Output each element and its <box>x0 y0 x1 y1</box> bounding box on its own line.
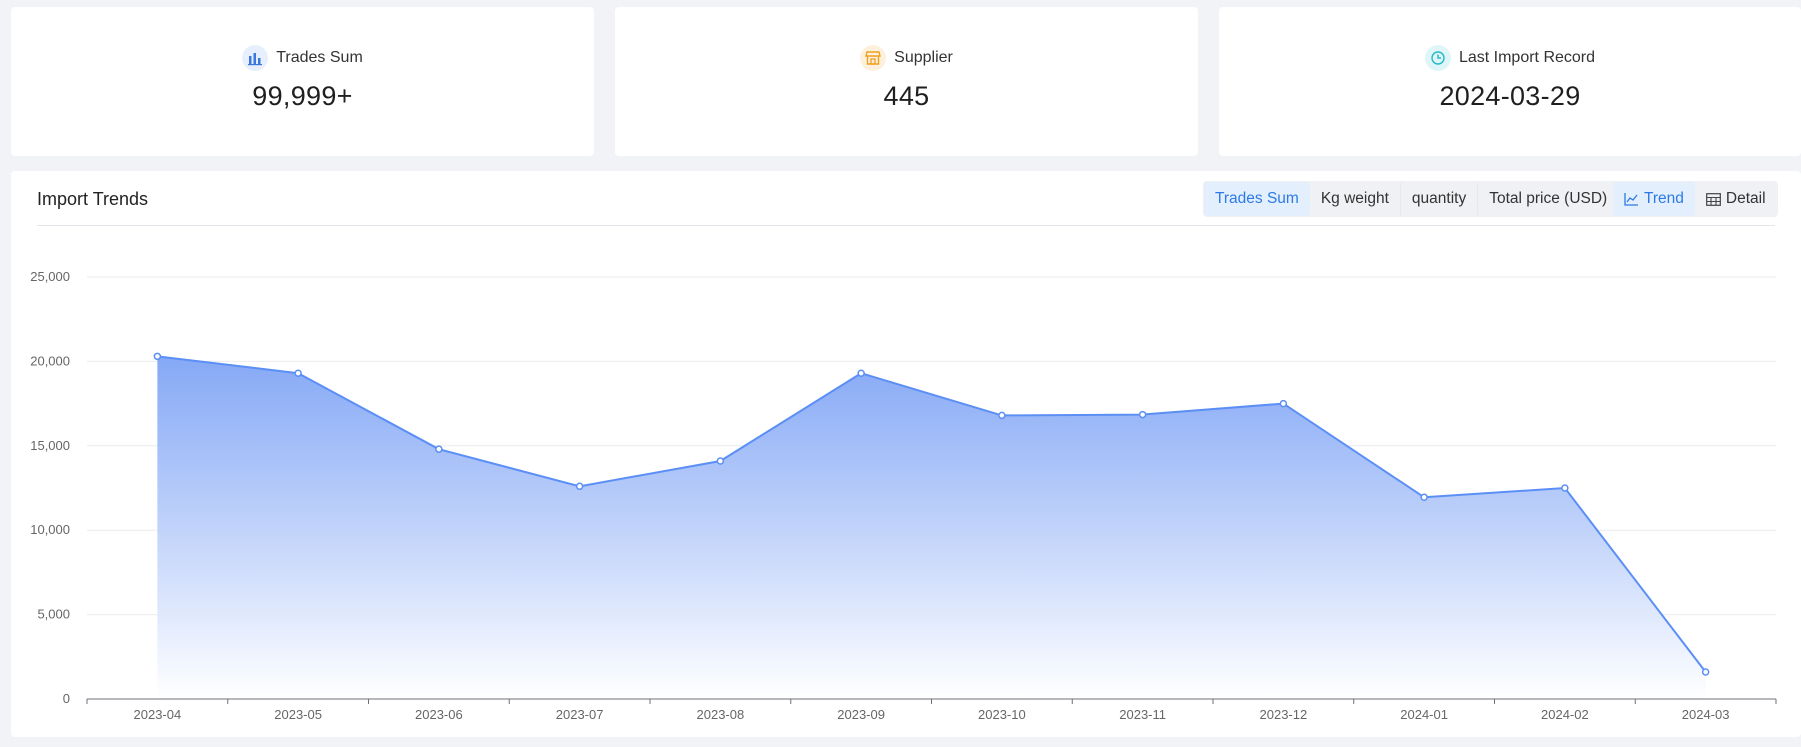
last-import-card: Last Import Record 2024-03-29 <box>1219 7 1801 156</box>
x-tick-label: 2023-11 <box>1119 707 1166 722</box>
data-point <box>435 445 443 453</box>
y-tick-label: 25,000 <box>30 269 70 284</box>
data-point <box>294 369 302 377</box>
data-point <box>1561 484 1569 492</box>
store-icon <box>860 45 887 71</box>
x-tick-label: 2024-03 <box>1682 707 1730 722</box>
x-tick-label: 2023-06 <box>415 707 463 722</box>
x-tick-label: 2023-10 <box>978 707 1026 722</box>
supplier-card: Supplier 445 <box>615 7 1198 156</box>
series-line <box>157 355 1707 673</box>
clock-icon <box>1424 45 1451 71</box>
data-point <box>1279 399 1288 408</box>
data-point <box>153 352 162 361</box>
tab-quantity[interactable]: quantity <box>1399 182 1477 216</box>
tab-total-price[interactable]: Total price (USD) <box>1477 182 1618 216</box>
data-point <box>1138 410 1147 419</box>
chart-title: Import Trends <box>37 189 149 209</box>
series-area <box>157 356 1706 699</box>
chart-header: Import Trends Trades Sum Kg weight quant… <box>37 171 1778 226</box>
y-tick-label: 15,000 <box>30 438 70 453</box>
x-tick-label: 2024-02 <box>1541 707 1589 722</box>
import-trends-chart: 0 5,000 10,000 15,000 20,000 25,000 2023-04 202… <box>30 269 1777 722</box>
last-import-label-row: Last Import Record <box>1424 45 1596 71</box>
view-tabs: Trend Detail <box>1612 181 1778 217</box>
last-import-value: 2024-03-29 <box>1439 81 1581 111</box>
data-point <box>1420 493 1428 502</box>
line-chart-icon <box>1624 193 1638 206</box>
trades-sum-label-row: Trades Sum <box>242 45 363 71</box>
y-tick-label: 0 <box>63 691 70 706</box>
trades-sum-label: Trades Sum <box>276 49 363 66</box>
data-point <box>575 482 584 491</box>
x-tick-label: 2023-04 <box>134 707 182 722</box>
x-tick-label: 2023-12 <box>1260 707 1308 722</box>
y-tick-label: 10,000 <box>30 522 70 537</box>
stats-row: Trades Sum 99,999+ Supplier 445 <box>0 0 1801 170</box>
detail-view-label: Detail <box>1725 190 1766 207</box>
data-point <box>857 369 865 377</box>
data-point <box>998 411 1006 420</box>
table-icon <box>1706 192 1721 206</box>
x-tick-label: 2023-08 <box>697 707 745 722</box>
x-tick-label: 2024-01 <box>1400 707 1448 722</box>
detail-view-button[interactable]: Detail <box>1695 182 1777 216</box>
x-tick-label: 2023-09 <box>837 707 885 722</box>
trend-view-label: Trend <box>1644 190 1684 207</box>
bar-chart-icon <box>242 45 269 71</box>
supplier-label: Supplier <box>894 49 953 66</box>
x-tick-label: 2023-05 <box>274 707 322 722</box>
data-point <box>1701 668 1710 676</box>
trades-sum-value: 99,999+ <box>252 81 353 111</box>
supplier-value: 445 <box>883 81 930 111</box>
trades-sum-card: Trades Sum 99,999+ <box>11 7 594 156</box>
y-tick-label: 5,000 <box>37 607 70 622</box>
last-import-label: Last Import Record <box>1458 49 1596 66</box>
tab-kg-weight[interactable]: Kg weight <box>1320 190 1389 207</box>
supplier-label-row: Supplier <box>860 45 953 71</box>
trend-view-button[interactable]: Trend <box>1613 182 1695 216</box>
y-tick-label: 20,000 <box>30 353 70 368</box>
metric-tabs: Trades Sum Kg weight quantity Total pric… <box>1203 181 1620 217</box>
tab-trades-sum[interactable]: Trades Sum <box>1204 182 1310 216</box>
data-point <box>716 457 725 465</box>
x-tick-label: 2023-07 <box>556 707 604 722</box>
import-trends-card: Import Trends Trades Sum Kg weight quant… <box>11 171 1801 737</box>
